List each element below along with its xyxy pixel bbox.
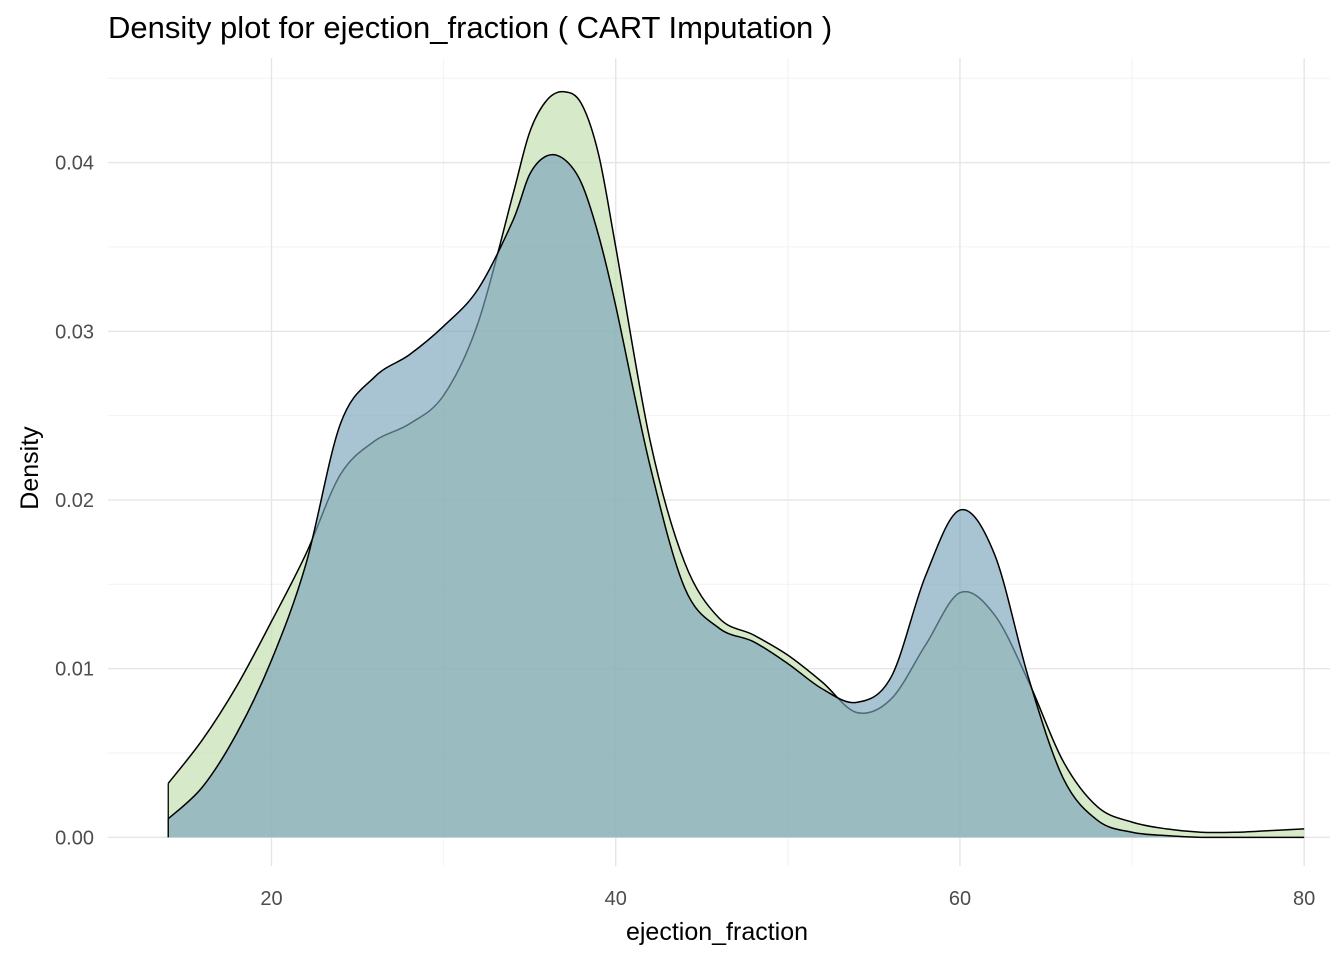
y-tick-label: 0.04	[55, 153, 94, 175]
x-tick-label: 40	[605, 888, 627, 910]
chart-title: Density plot for ejection_fraction ( CAR…	[108, 10, 833, 45]
x-tick-label: 20	[260, 888, 282, 910]
y-tick-label: 0.01	[55, 659, 94, 681]
tick-labels: 20 40 60 80 0.00 0.01 0.02 0.03 0.04	[55, 153, 1315, 910]
y-tick-label: 0.03	[55, 321, 94, 343]
y-tick-label: 0.02	[55, 490, 94, 512]
x-axis-title: ejection_fraction	[626, 918, 808, 946]
density-areas	[167, 90, 1305, 839]
y-axis-title: Density	[16, 426, 44, 510]
x-tick-label: 80	[1293, 888, 1315, 910]
density-area-2	[168, 154, 1305, 838]
x-tick-label: 60	[949, 888, 971, 910]
y-tick-label: 0.00	[55, 827, 94, 849]
density-line-2	[167, 153, 1305, 839]
